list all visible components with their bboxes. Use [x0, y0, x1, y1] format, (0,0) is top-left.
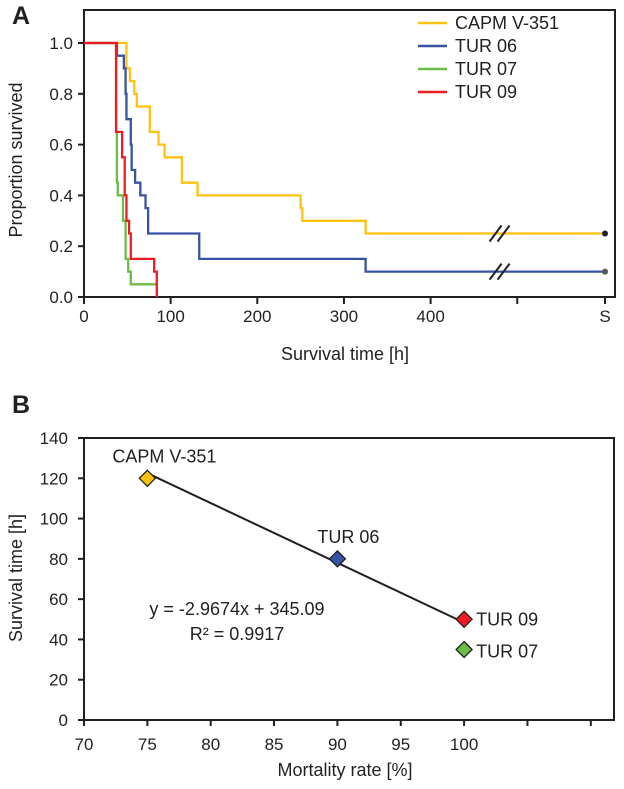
data-point-tur-06: [328, 549, 347, 568]
data-point-tur-09: [455, 610, 474, 629]
x-tick-label-b: 70: [75, 735, 94, 754]
x-tick-label-a: 300: [330, 307, 358, 326]
x-axis-label-a: Survival time [h]: [281, 344, 409, 364]
y-tick-label-a: 0.6: [49, 136, 73, 155]
y-tick-label-a: 0.2: [49, 237, 73, 256]
y-tick-label-b: 140: [40, 429, 68, 448]
y-tick-label-a: 0.4: [49, 186, 73, 205]
y-tick-label-b: 60: [49, 590, 68, 609]
data-point-tur-07: [455, 640, 474, 659]
censor-end-marker: [602, 268, 608, 275]
axis-break-mark: [488, 224, 511, 243]
legend-label: TUR 07: [455, 59, 517, 79]
x-tick-label-a: 400: [416, 307, 444, 326]
y-tick-label-b: 20: [49, 671, 68, 690]
y-tick-label-a: 1.0: [49, 34, 73, 53]
y-axis-label-a: Proportion survived: [6, 82, 26, 237]
x-axis-label-b: Mortality rate [%]: [277, 760, 412, 780]
censor-end-marker: [602, 230, 608, 237]
survival-curve-tur-06: [84, 41, 605, 273]
y-tick-label-a: 0.0: [49, 288, 73, 307]
legend-label: TUR 06: [455, 36, 517, 56]
panel-label-a: A: [12, 2, 30, 30]
x-tick-label-b: 90: [328, 735, 347, 754]
point-label: TUR 09: [476, 609, 538, 629]
axis-break-mark: [488, 263, 511, 281]
x-tick-label-b: 75: [138, 735, 157, 754]
y-tick-label-b: 80: [49, 550, 68, 569]
trendline: [146, 472, 465, 624]
survival-curve-capm-v-351: [84, 41, 605, 235]
panel-label-b: B: [12, 391, 30, 419]
y-tick-label-a: 0.8: [49, 85, 73, 104]
panel-a-survival-plot: 0 100 200 300 400 S 0.0 0.2 0.4 0.6 0.8 1.0 CAPM V-…: [6, 9, 616, 364]
panel-b-scatter-plot: 70 75 80 85 90 95 100 0 20 40 60 80 100 120 140 CAPM V…: [6, 429, 615, 780]
data-point-capm-v-351: [138, 469, 157, 488]
y-axis-label-b: Survival time [h]: [6, 514, 26, 642]
x-tick-label-b: 95: [391, 735, 410, 754]
x-tick-label-a: S: [599, 307, 610, 326]
legend-label: CAPM V-351: [455, 13, 559, 33]
point-label: CAPM V-351: [112, 446, 216, 466]
x-tick-label-b: 100: [450, 735, 478, 754]
survival-curve-tur-07: [84, 41, 157, 286]
x-tick-label-a: 200: [243, 307, 271, 326]
r-squared: R² = 0.9917: [190, 624, 285, 644]
y-tick-label-b: 120: [40, 469, 68, 488]
plot-frame-b: [83, 437, 615, 721]
x-tick-label-a: 100: [156, 307, 184, 326]
regression-equation: y = -2.9674x + 345.09: [149, 599, 324, 619]
y-tick-label-b: 40: [49, 630, 68, 649]
plot-frame-a: [83, 9, 616, 298]
y-tick-label-b: 0: [59, 711, 68, 730]
x-tick-label-b: 80: [201, 735, 220, 754]
legend-label: TUR 09: [455, 82, 517, 102]
point-label: TUR 07: [476, 642, 538, 662]
y-tick-label-b: 100: [40, 510, 68, 529]
x-tick-label-a: 0: [79, 307, 88, 326]
x-tick-label-b: 85: [265, 735, 284, 754]
survival-curve-tur-09: [84, 41, 158, 297]
point-label: TUR 06: [317, 527, 379, 547]
